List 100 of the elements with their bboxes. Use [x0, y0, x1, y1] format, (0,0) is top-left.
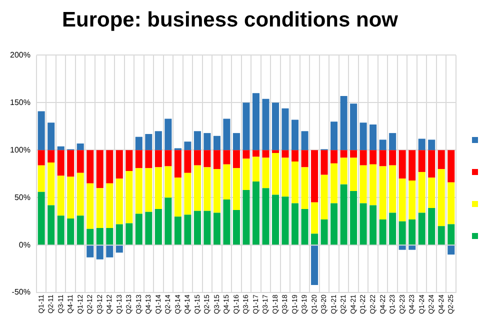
bar	[350, 104, 358, 150]
bar	[282, 150, 289, 158]
bar	[448, 182, 455, 224]
bar	[126, 223, 133, 245]
bar	[379, 150, 386, 166]
bar	[370, 124, 377, 150]
bar	[408, 246, 416, 250]
bar	[311, 150, 318, 202]
bar	[311, 234, 318, 245]
bar	[76, 216, 84, 245]
bar	[360, 165, 367, 204]
bar	[408, 219, 416, 245]
bar	[145, 150, 152, 168]
bar	[389, 212, 396, 245]
bar	[311, 202, 318, 234]
y-tick-label: 200%	[10, 50, 30, 60]
bar	[330, 163, 338, 204]
bar	[67, 150, 74, 177]
bar	[428, 178, 436, 208]
bar	[106, 246, 114, 258]
bar	[272, 152, 280, 195]
bar	[145, 168, 152, 212]
bar	[389, 133, 396, 150]
bar	[360, 122, 367, 150]
bar	[204, 150, 211, 168]
bar	[282, 158, 289, 197]
bar	[418, 138, 426, 150]
bar	[194, 210, 201, 245]
bar	[272, 102, 280, 150]
bar	[398, 150, 406, 179]
bar	[96, 150, 104, 188]
y-tick-label: 100%	[10, 145, 30, 154]
bar	[360, 150, 367, 166]
bar	[116, 178, 123, 224]
bar	[370, 150, 377, 164]
bar	[438, 150, 445, 170]
bar	[57, 216, 64, 245]
bar	[86, 150, 94, 184]
bar	[96, 188, 104, 228]
bar	[154, 167, 162, 209]
bar	[370, 205, 377, 245]
bar	[86, 246, 94, 258]
bar	[262, 98, 270, 150]
bar	[398, 178, 406, 222]
bar	[164, 118, 172, 150]
bar	[194, 165, 201, 211]
bar	[204, 210, 211, 245]
bar	[232, 150, 240, 168]
bar	[408, 150, 416, 181]
bar	[350, 158, 358, 191]
bar	[223, 164, 230, 200]
bar	[340, 184, 348, 245]
bar	[301, 167, 308, 209]
bar	[398, 246, 406, 250]
bar	[379, 219, 386, 245]
bar	[360, 203, 367, 245]
bar	[272, 194, 280, 245]
bar	[320, 219, 328, 245]
bar	[428, 150, 436, 178]
bar	[48, 122, 55, 150]
bar	[438, 226, 445, 245]
bar	[106, 183, 114, 228]
bar	[116, 150, 123, 179]
bar	[252, 181, 260, 245]
bar	[213, 136, 220, 150]
bar	[48, 162, 55, 206]
bar	[223, 150, 230, 164]
bar	[242, 190, 250, 245]
bar	[389, 150, 396, 166]
bar	[174, 178, 182, 217]
bar	[379, 166, 386, 220]
bar	[126, 171, 133, 224]
bar	[301, 209, 308, 245]
bar	[340, 96, 348, 150]
bar	[350, 150, 358, 158]
bar	[126, 150, 133, 172]
bar	[379, 140, 386, 150]
bar	[320, 150, 328, 175]
bar	[252, 150, 260, 157]
bar	[262, 150, 270, 158]
bar	[448, 150, 455, 182]
bar	[194, 131, 201, 150]
bar	[252, 93, 260, 150]
bar	[282, 196, 289, 245]
bar	[428, 140, 436, 150]
bar	[448, 224, 455, 245]
chart-title: Europe: business conditions now	[62, 8, 399, 32]
bar	[242, 150, 250, 159]
bar	[116, 224, 123, 245]
bar	[223, 200, 230, 245]
y-tick-label: 150%	[10, 98, 30, 107]
bar	[292, 162, 299, 204]
bar	[301, 131, 308, 150]
bar	[174, 216, 182, 245]
bar	[145, 134, 152, 150]
bar	[76, 150, 84, 173]
bar	[282, 108, 289, 150]
bar	[213, 212, 220, 245]
bar	[154, 150, 162, 168]
bar	[154, 209, 162, 245]
